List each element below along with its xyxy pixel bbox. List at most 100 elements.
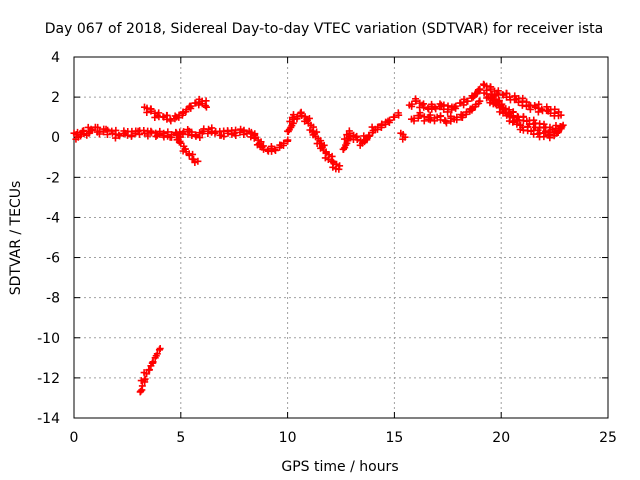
data-point xyxy=(390,113,398,121)
data-point xyxy=(135,130,143,138)
data-point xyxy=(458,113,466,121)
data-point xyxy=(473,90,481,98)
data-point xyxy=(259,142,267,150)
y-tick-labels: -14 -12 -10 -8 -6 -4 -2 0 2 4 xyxy=(37,50,60,427)
data-point xyxy=(201,102,209,110)
x-tick-label: 15 xyxy=(385,430,403,446)
data-point xyxy=(518,101,526,109)
data-point xyxy=(489,97,497,105)
data-point xyxy=(471,103,479,111)
y-tick-label: 2 xyxy=(51,90,60,106)
y-tick-label: -14 xyxy=(37,411,60,427)
data-point xyxy=(163,111,171,119)
data-point xyxy=(147,105,155,113)
data-point xyxy=(284,137,292,145)
data-point xyxy=(345,127,353,135)
data-point xyxy=(365,132,373,140)
chart-title: Day 067 of 2018, Sidereal Day-to-day VTE… xyxy=(45,21,603,37)
data-point xyxy=(519,113,527,121)
data-point xyxy=(377,123,385,131)
data-point xyxy=(540,133,548,141)
x-tick-label: 5 xyxy=(176,430,185,446)
data-point xyxy=(116,132,124,140)
data-point xyxy=(318,143,326,151)
data-point xyxy=(251,131,259,139)
data-point xyxy=(289,111,297,119)
x-tick-label: 0 xyxy=(70,430,79,446)
data-point xyxy=(494,87,502,95)
y-tick-label: -10 xyxy=(37,331,60,347)
x-tick-label: 20 xyxy=(492,430,510,446)
data-point xyxy=(286,117,294,125)
data-point xyxy=(176,137,184,145)
data-point xyxy=(412,95,420,103)
y-tick-label: -2 xyxy=(46,170,60,186)
data-point xyxy=(546,134,554,142)
data-point xyxy=(181,145,189,153)
data-point xyxy=(502,89,510,97)
data-point xyxy=(340,145,348,153)
data-point xyxy=(160,131,168,139)
data-point xyxy=(416,109,424,117)
data-point xyxy=(279,141,287,149)
data-point xyxy=(175,113,183,121)
data-point xyxy=(194,157,202,165)
data-point xyxy=(554,129,562,136)
data-point xyxy=(492,99,500,107)
data-point xyxy=(342,141,350,149)
data-point xyxy=(363,136,371,144)
data-point xyxy=(141,375,149,383)
data-point xyxy=(190,155,198,163)
data-point xyxy=(168,133,176,141)
data-point xyxy=(95,130,103,138)
y-tick-label: 0 xyxy=(51,130,60,146)
data-point xyxy=(328,157,336,165)
data-point xyxy=(444,108,452,116)
data-point xyxy=(514,98,522,106)
data-point xyxy=(432,105,440,113)
data-point xyxy=(420,117,428,125)
data-point xyxy=(182,108,190,116)
data-point xyxy=(436,112,444,120)
data-point xyxy=(303,116,311,124)
x-tick-labels: 0 5 10 15 20 25 xyxy=(70,430,617,446)
data-point xyxy=(509,118,517,126)
data-point xyxy=(284,127,292,135)
data-point xyxy=(373,125,381,133)
y-tick-label: 4 xyxy=(51,50,60,66)
data-point xyxy=(468,106,476,114)
data-point xyxy=(80,127,88,135)
data-point xyxy=(293,115,301,123)
plot-frame xyxy=(73,56,609,419)
data-point xyxy=(167,117,175,125)
data-point xyxy=(137,387,145,395)
data-point xyxy=(188,128,196,136)
data-point xyxy=(453,116,461,124)
data-point xyxy=(475,86,483,94)
data-point xyxy=(410,117,418,125)
data-point xyxy=(460,101,468,109)
data-point xyxy=(462,110,470,118)
data-point xyxy=(557,111,565,119)
data-point xyxy=(178,111,186,119)
data-point xyxy=(420,100,428,108)
data-point xyxy=(200,127,208,135)
data-point xyxy=(232,126,240,134)
data-point xyxy=(559,121,567,129)
data-point xyxy=(447,112,455,120)
ticks xyxy=(73,56,609,419)
data-point xyxy=(103,131,111,139)
y-tick-label: -4 xyxy=(46,210,60,226)
y-axis-label: SDTVAR / TECUs xyxy=(8,181,24,296)
data-point xyxy=(353,132,361,140)
data-point xyxy=(524,123,532,131)
data-point xyxy=(335,165,343,173)
data-points xyxy=(70,80,567,396)
data-point xyxy=(138,382,146,390)
data-point xyxy=(155,346,163,354)
x-tick-label: 25 xyxy=(599,430,617,446)
data-point xyxy=(395,111,403,119)
data-point xyxy=(287,123,295,131)
data-point xyxy=(143,108,151,116)
